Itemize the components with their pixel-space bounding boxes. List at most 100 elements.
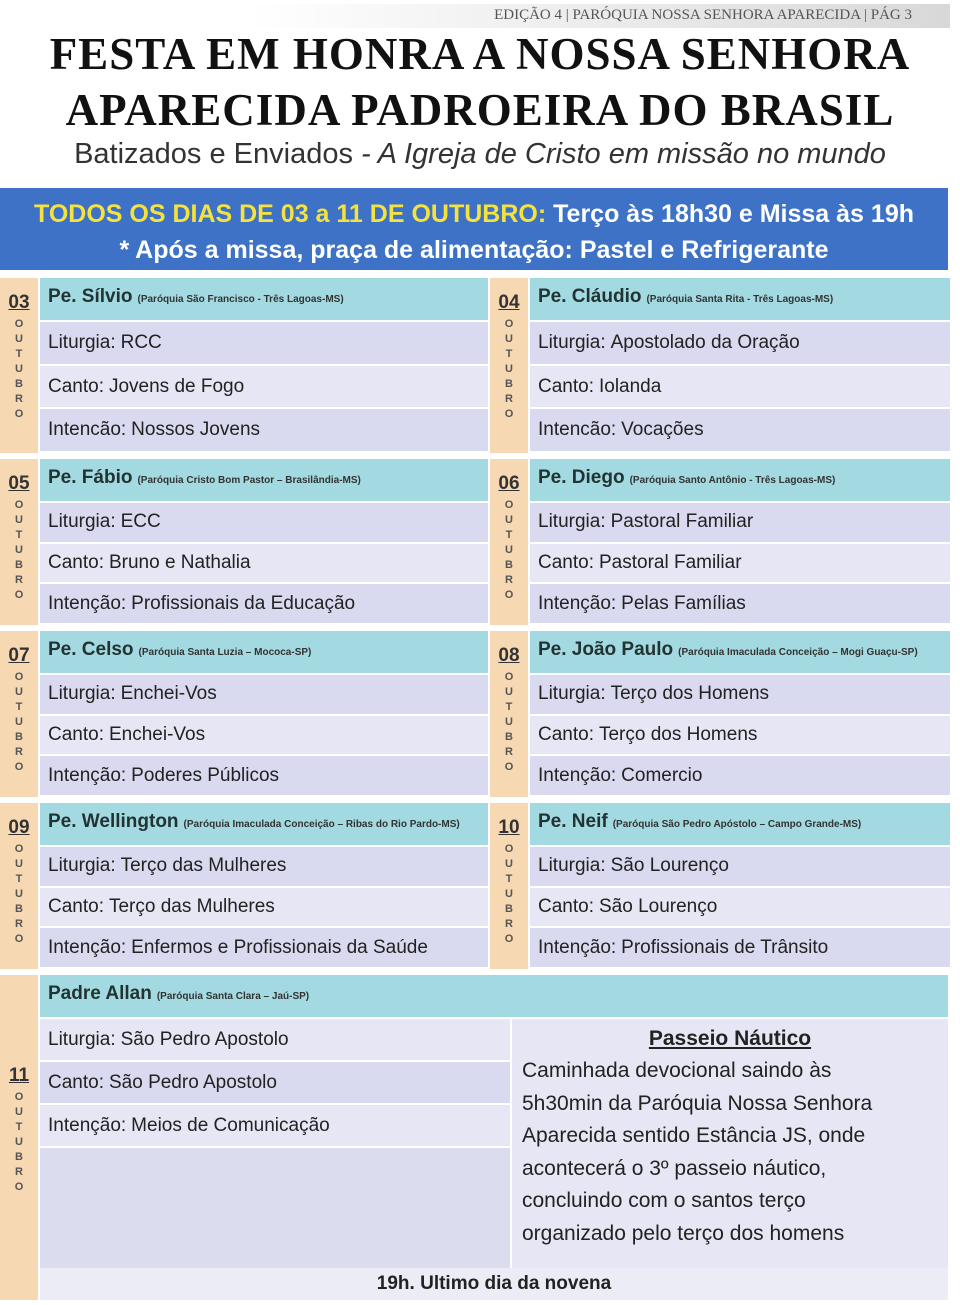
month-vertical: OUTUBRO <box>13 671 25 776</box>
info-row: Canto: Bruno e Nathalia <box>40 543 488 585</box>
row-label: Canto: <box>538 724 594 745</box>
row-value: Terço dos Homens <box>610 683 770 705</box>
subtitle: Batizados e Enviados - A Igreja de Crist… <box>0 138 960 171</box>
row-label: Intenção: <box>538 764 617 786</box>
date-column: 10 OUTUBRO <box>490 803 528 969</box>
row-value: Comercio <box>621 764 703 786</box>
box-line: acontecerá o 3º passeio náutico, <box>522 1156 827 1180</box>
priest-name: Pe. Cláudio <box>538 286 642 307</box>
info-row: Intenção: Profissionais da Educação <box>40 584 488 625</box>
parish-name: (Paróquia Imaculada Conceição – Ribas do… <box>183 819 460 830</box>
day-card: 06 OUTUBRO Pe. Diego (Paróquia Santo Antôni… <box>490 459 950 625</box>
info-row: Canto: Jovens de Fogo <box>40 365 488 410</box>
row-value: Terço dos Homens <box>598 724 758 745</box>
row-label: Liturgia: <box>538 855 606 877</box>
priest-header: Pe. Celso (Paróquia Santa Luzia – Mococa-… <box>40 631 488 675</box>
row-label: Intencão: <box>48 419 127 441</box>
priest-header: Pe. Fábio (Paróquia Cristo Bom Pastor – B… <box>40 459 488 503</box>
date-column: 06 OUTUBRO <box>490 459 528 625</box>
row-value: São Pedro Apostolo <box>108 1071 277 1093</box>
day-number: 05 <box>8 473 30 494</box>
row-label: Intenção: <box>48 592 127 614</box>
card-body: Pe. Neif (Paróquia São Pedro Apóstolo – C… <box>530 803 950 969</box>
day-number: 07 <box>8 645 30 666</box>
day-card: 07 OUTUBRO Pe. Celso (Paróquia Santa Luzia … <box>0 631 488 797</box>
schedule-grid: 03 OUTUBRO Pe. Sílvio (Paróquia São Francis… <box>0 278 950 969</box>
day-number: 10 <box>498 817 520 838</box>
row-label: Liturgia: <box>48 331 116 353</box>
row-label: Canto: <box>538 552 594 573</box>
parish-name: (Paróquia Cristo Bom Pastor – Brasilândi… <box>137 475 361 486</box>
row-label: Canto: <box>48 724 104 745</box>
priest-header: Pe. Cláudio (Paróquia Santa Rita - Três L… <box>530 278 950 322</box>
card-body: Pe. João Paulo (Paróquia Imaculada Concei… <box>530 631 950 797</box>
card-body: Pe. Celso (Paróquia Santa Luzia – Mococa-… <box>40 631 488 797</box>
row-label: Intenção: <box>48 1114 127 1136</box>
info-row: Liturgia: São Pedro Apostolo <box>40 1019 510 1062</box>
row-value: Terço das Mulheres <box>120 855 287 877</box>
title-line: FESTA EM HONRA A NOSSA SENHORA <box>49 29 911 79</box>
info-row: Liturgia: Enchei-Vos <box>40 675 488 716</box>
card-middle: Liturgia: São Pedro Apostolo Canto: São Ped… <box>40 1019 948 1268</box>
row-label: Liturgia: <box>538 683 606 705</box>
info-row: Intencão: Nossos Jovens <box>40 409 488 453</box>
row-value: São Pedro Apostolo <box>120 1028 289 1050</box>
month-vertical: OUTUBRO <box>503 318 515 423</box>
priest-name: Pe. Neif <box>538 811 608 832</box>
day-number: 04 <box>498 292 520 313</box>
month-vertical: OUTUBRO <box>503 671 515 776</box>
row-label: Intencão: <box>538 419 617 441</box>
date-column: 07 OUTUBRO <box>0 631 38 797</box>
card-body: Pe. Cláudio (Paróquia Santa Rita - Três L… <box>530 278 950 453</box>
row-value: Pelas Famílias <box>621 592 746 614</box>
info-box: Passeio Náutico Caminhada devocional sain… <box>510 1019 948 1268</box>
priest-name: Pe. João Paulo <box>538 639 674 660</box>
info-row: Intenção: Enfermos e Profissionais da Saú… <box>40 928 488 969</box>
day-card: 05 OUTUBRO Pe. Fábio (Paróquia Cristo Bom P… <box>0 459 488 625</box>
row-label: Liturgia: <box>48 511 116 533</box>
date-column: 08 OUTUBRO <box>490 631 528 797</box>
banner-line: TODOS OS DIAS DE 03 a 11 DE OUTUBRO: Ter… <box>0 196 948 232</box>
day-card: 10 OUTUBRO Pe. Neif (Paróquia São Pedro Apó… <box>490 803 950 969</box>
row-label: Intenção: <box>48 764 127 786</box>
priest-header: Pe. Neif (Paróquia São Pedro Apóstolo – C… <box>530 803 950 847</box>
row-value: Vocações <box>621 419 704 441</box>
date-column: 09 OUTUBRO <box>0 803 38 969</box>
info-row: Intenção: Profissionais de Trânsito <box>530 928 950 969</box>
row-value: Nossos Jovens <box>131 419 261 441</box>
banner: TODOS OS DIAS DE 03 a 11 DE OUTUBRO: Ter… <box>0 188 948 270</box>
date-column: 04 OUTUBRO <box>490 278 528 453</box>
info-row: Liturgia: São Lourenço <box>530 847 950 888</box>
info-row: Intenção: Poderes Públicos <box>40 756 488 797</box>
info-row: Canto: Iolanda <box>530 365 950 410</box>
info-row: Intenção: Pelas Famílias <box>530 584 950 625</box>
row-value: Bruno e Nathalia <box>108 552 251 573</box>
row-label: Intenção: <box>48 936 127 958</box>
card-body: Pe. Sílvio (Paróquia São Francisco - Três… <box>40 278 488 453</box>
box-title: Passeio Náutico <box>648 1027 812 1050</box>
priest-name: Pe. Diego <box>538 467 625 488</box>
month-vertical: OUTUBRO <box>13 1091 25 1196</box>
month-vertical: OUTUBRO <box>13 843 25 948</box>
priest-header: Padre Allan (Paróquia Santa Clara – Jaú-S… <box>40 975 948 1019</box>
parish-name: (Paróquia Santa Rita - Três Lagoas-MS) <box>646 294 834 305</box>
card-body: Padre Allan (Paróquia Santa Clara – Jaú-S… <box>40 975 948 1300</box>
row-label: Intenção: <box>538 592 617 614</box>
date-column: 05 OUTUBRO <box>0 459 38 625</box>
row-value: Enfermos e Profissionais da Saúde <box>131 936 428 958</box>
banner-highlight: TODOS OS DIAS DE 03 a 11 DE OUTUBRO: <box>34 200 547 228</box>
row-label: Canto: <box>538 375 594 397</box>
priest-name: Pe. Fábio <box>48 467 133 488</box>
parish-name: (Paróquia Santa Clara – Jaú-SP) <box>156 991 310 1002</box>
day-number: 03 <box>8 292 30 313</box>
info-row: Intenção: Comercio <box>530 756 950 797</box>
priest-header: Pe. Wellington (Paróquia Imaculada Concei… <box>40 803 488 847</box>
info-row: Canto: Terço dos Homens <box>530 715 950 757</box>
title-line: APARECIDA PADROEIRA DO BRASIL <box>65 85 895 135</box>
row-value: Enchei-Vos <box>120 683 217 705</box>
row-label: Liturgia: <box>48 683 116 705</box>
day-number: 09 <box>8 817 30 838</box>
card-body: Pe. Wellington (Paróquia Imaculada Concei… <box>40 803 488 969</box>
rows-column: Liturgia: São Pedro Apostolo Canto: São Ped… <box>40 1019 510 1268</box>
info-row: Liturgia: Terço dos Homens <box>530 675 950 716</box>
